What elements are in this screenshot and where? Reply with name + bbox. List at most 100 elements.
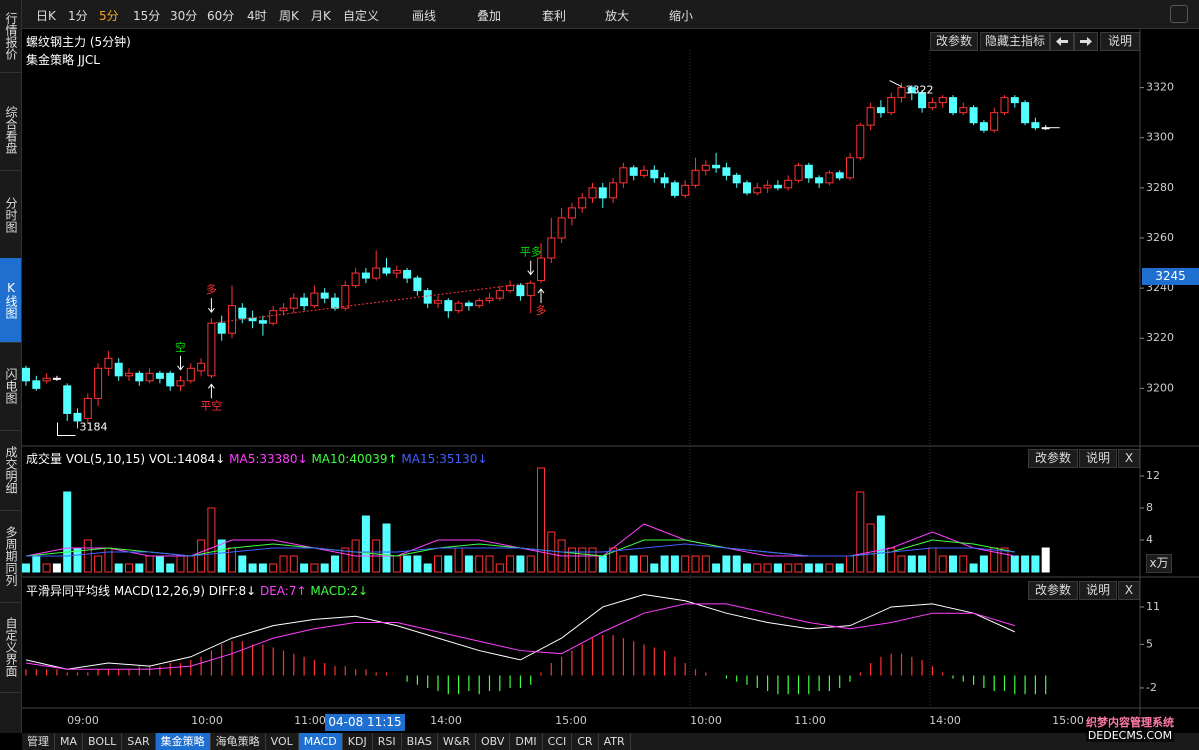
candle-body xyxy=(629,167,638,176)
candle-body xyxy=(258,320,267,324)
candle-body xyxy=(887,97,896,114)
tab[interactable]: 海龟策略 xyxy=(211,733,266,750)
toolbar-item[interactable]: 叠加 xyxy=(477,9,502,23)
tab[interactable]: MACD xyxy=(298,733,343,750)
volume-bar xyxy=(310,563,319,573)
x-tick-label: 09:00 xyxy=(67,714,99,727)
signal-arrow xyxy=(527,260,535,276)
toolbar-item[interactable]: 1分 xyxy=(68,9,88,23)
ma5-label: MA5:33380↓ xyxy=(229,452,308,466)
toolbar-item[interactable]: 4时 xyxy=(247,9,267,23)
sidebar-item[interactable]: 综合看盘 xyxy=(0,90,21,171)
button[interactable]: 说明 xyxy=(1100,32,1140,51)
collapse-icon[interactable] xyxy=(1170,5,1188,23)
tab[interactable]: 管理 xyxy=(22,733,55,750)
button[interactable]: 说明 xyxy=(1079,449,1117,468)
sidebar-item[interactable]: K线图 xyxy=(0,258,21,343)
tab[interactable]: MA xyxy=(55,733,84,750)
y-tick-label: 11 xyxy=(1146,600,1160,613)
tab[interactable]: VOL xyxy=(266,733,299,750)
watermark-line: DEDECMS.COM xyxy=(1087,729,1173,742)
volume-bar xyxy=(578,547,587,573)
left-arrow-button[interactable] xyxy=(1050,32,1074,51)
candle-body xyxy=(1021,102,1030,124)
high-label: 3322 xyxy=(906,84,934,97)
tab[interactable]: W&R xyxy=(438,733,476,750)
tab[interactable]: RSI xyxy=(373,733,402,750)
signal-label: 平多 xyxy=(520,245,542,259)
sidebar-item[interactable]: 自定义界面 xyxy=(0,602,21,693)
candle-body xyxy=(722,167,731,176)
tab[interactable]: DMI xyxy=(510,733,543,750)
vol-label: 成交量 VOL(5,10,15) VOL:14084↓ xyxy=(26,452,226,466)
volume-bar xyxy=(145,555,154,573)
toolbar-item[interactable]: 自定义 xyxy=(343,9,380,23)
right-arrow-button[interactable] xyxy=(1074,32,1098,51)
tab[interactable]: ATR xyxy=(599,733,631,750)
candle-body xyxy=(804,164,813,179)
tab[interactable]: BIAS xyxy=(402,733,438,750)
volume-bar xyxy=(444,555,453,573)
dea-label: DEA:7↑ xyxy=(259,584,307,598)
tab[interactable]: KDJ xyxy=(343,733,373,750)
button[interactable]: 改参数 xyxy=(1028,581,1078,600)
sidebar-item[interactable]: 多周期同列 xyxy=(0,510,21,603)
button[interactable]: 改参数 xyxy=(1028,449,1078,468)
volume-bar xyxy=(876,515,885,573)
candle-body xyxy=(197,362,206,372)
tab[interactable]: 集金策略 xyxy=(155,733,211,750)
volume-bar xyxy=(660,555,669,573)
toolbar-item[interactable]: 缩小 xyxy=(669,9,694,23)
signal-arrow xyxy=(208,383,215,399)
volume-bar xyxy=(464,555,473,573)
volume-bar xyxy=(712,563,721,573)
tab[interactable]: SAR xyxy=(122,733,156,750)
button[interactable]: X xyxy=(1118,449,1140,468)
tab[interactable]: CR xyxy=(572,733,599,750)
watermark-line: 织梦内容管理系统 xyxy=(1086,716,1174,729)
toolbar-item[interactable]: 15分 xyxy=(133,9,161,23)
indicator-line xyxy=(26,543,1015,557)
toolbar-item[interactable]: 60分 xyxy=(207,9,235,23)
volume-bar xyxy=(94,555,103,573)
toolbar-item[interactable]: 日K xyxy=(36,9,56,23)
candle-body xyxy=(1000,97,1009,114)
candle-body xyxy=(22,367,30,382)
main-title: 螺纹钢主力 (5分钟) xyxy=(26,35,131,49)
toolbar-item[interactable]: 月K xyxy=(311,9,331,23)
x-tick-label: 11:00 xyxy=(794,714,826,727)
vol-header: 成交量 VOL(5,10,15) VOL:14084↓ MA5:33380↓ M… xyxy=(26,450,488,467)
button[interactable]: X xyxy=(1118,581,1140,600)
tab[interactable]: CCI xyxy=(543,733,573,750)
candle-body xyxy=(176,380,185,387)
volume-bar xyxy=(722,555,731,573)
candle-body xyxy=(794,164,803,181)
button[interactable]: 改参数 xyxy=(930,32,978,51)
candle-body xyxy=(382,267,391,274)
toolbar-item[interactable]: 5分 xyxy=(99,9,119,23)
tab[interactable]: BOLL xyxy=(83,733,123,750)
tab[interactable]: OBV xyxy=(476,733,511,750)
candle-body xyxy=(506,285,515,292)
toolbar-item[interactable]: 30分 xyxy=(170,9,198,23)
toolbar-item[interactable]: 画线 xyxy=(412,9,437,23)
toolbar-item[interactable]: 套利 xyxy=(542,9,567,23)
x-tick-label: 10:00 xyxy=(191,714,223,727)
y-tick-label: 3280 xyxy=(1146,181,1174,194)
candle-body xyxy=(773,184,782,189)
candle-body xyxy=(279,307,288,312)
volume-bar xyxy=(258,563,267,573)
sidebar-item[interactable]: 行情报价 xyxy=(0,0,21,73)
button[interactable]: 隐藏主指标 xyxy=(980,32,1050,51)
y-tick-label: 3300 xyxy=(1146,131,1174,144)
candle-body xyxy=(52,377,61,380)
candle-body xyxy=(547,237,556,259)
toolbar-item[interactable]: 周K xyxy=(279,9,299,23)
sidebar-item[interactable]: 闪电图 xyxy=(0,342,21,431)
sidebar-item[interactable]: 分时图 xyxy=(0,172,21,259)
toolbar-item[interactable]: 放大 xyxy=(605,9,630,23)
sidebar-item[interactable]: 成交明细 xyxy=(0,430,21,511)
button[interactable]: 说明 xyxy=(1079,581,1117,600)
volume-bar xyxy=(495,563,504,573)
